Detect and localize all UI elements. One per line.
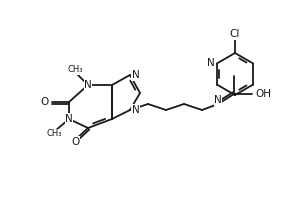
Text: Cl: Cl [230,29,240,39]
Text: O: O [71,137,79,147]
Text: O: O [41,97,49,107]
Text: CH₃: CH₃ [46,129,62,139]
Text: N: N [132,105,140,115]
Text: N: N [65,114,73,124]
Text: CH₃: CH₃ [67,65,83,75]
Text: N: N [214,95,222,105]
Text: OH: OH [255,89,271,99]
Text: N: N [207,59,215,68]
Text: N: N [84,80,92,90]
Text: N: N [132,70,140,80]
